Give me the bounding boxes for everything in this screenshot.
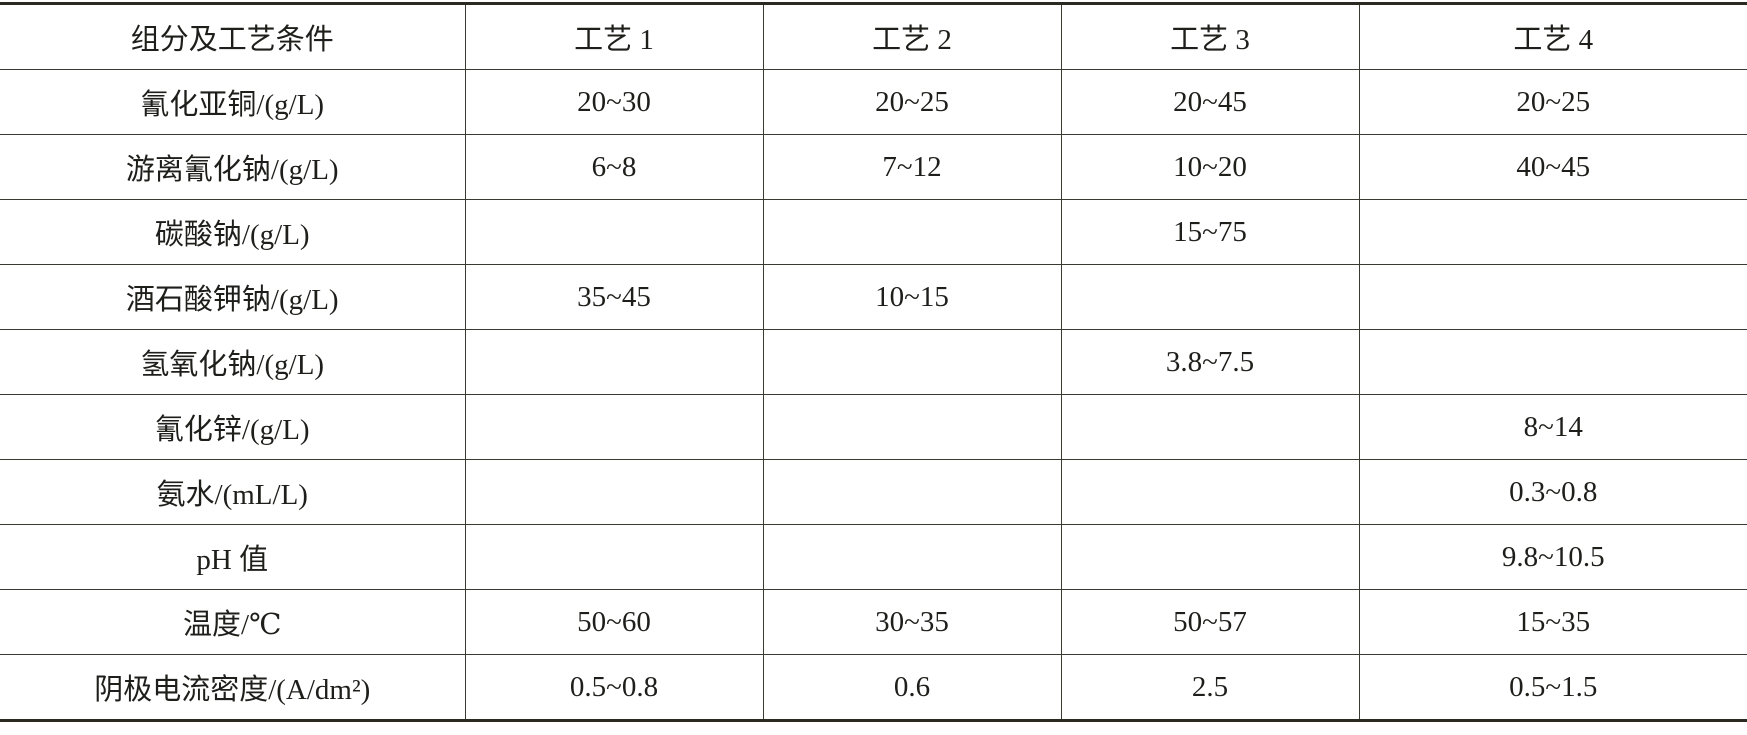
cell: 50~60: [464, 589, 764, 655]
cell: [762, 329, 1062, 395]
table-row: 酒石酸钾钠/(g/L) 35~45 10~15: [0, 264, 1747, 330]
table-row: pH 值 9.8~10.5: [0, 524, 1747, 590]
cell: [464, 459, 764, 525]
cell: [1358, 264, 1747, 330]
cell: [1060, 394, 1360, 460]
row-label: 温度/℃: [0, 589, 466, 655]
cell: 50~57: [1060, 589, 1360, 655]
cell: 0.5~0.8: [464, 654, 764, 722]
row-label: pH 值: [0, 524, 466, 590]
table-row: 氰化亚铜/(g/L) 20~30 20~25 20~45 20~25: [0, 69, 1747, 135]
cell: 0.5~1.5: [1358, 654, 1747, 722]
row-label: 氢氧化钠/(g/L): [0, 329, 466, 395]
header-cell: 组分及工艺条件: [0, 2, 466, 70]
header-cell: 工艺 2: [762, 2, 1062, 70]
cell: [464, 524, 764, 590]
table-row: 温度/℃ 50~60 30~35 50~57 15~35: [0, 589, 1747, 655]
header-row: 组分及工艺条件 工艺 1 工艺 2 工艺 3 工艺 4: [0, 2, 1747, 70]
row-label: 酒石酸钾钠/(g/L): [0, 264, 466, 330]
cell: 7~12: [762, 134, 1062, 200]
cell: 8~14: [1358, 394, 1747, 460]
cell: [1358, 329, 1747, 395]
cell: 0.3~0.8: [1358, 459, 1747, 525]
row-label: 碳酸钠/(g/L): [0, 199, 466, 265]
cell: [464, 329, 764, 395]
table-row: 阴极电流密度/(A/dm²) 0.5~0.8 0.6 2.5 0.5~1.5: [0, 654, 1747, 722]
cell: [762, 524, 1062, 590]
row-label: 阴极电流密度/(A/dm²): [0, 654, 466, 722]
cell: 35~45: [464, 264, 764, 330]
cell: 40~45: [1358, 134, 1747, 200]
cell: 15~35: [1358, 589, 1747, 655]
cell: [1060, 459, 1360, 525]
process-table: 组分及工艺条件 工艺 1 工艺 2 工艺 3 工艺 4 氰化亚铜/(g/L) 20~30 2…: [0, 2, 1747, 722]
cell: [762, 199, 1062, 265]
cell: 9.8~10.5: [1358, 524, 1747, 590]
cell: 2.5: [1060, 654, 1360, 722]
cell: 20~45: [1060, 69, 1360, 135]
table-row: 氰化锌/(g/L) 8~14: [0, 394, 1747, 460]
table-row: 游离氰化钠/(g/L) 6~8 7~12 10~20 40~45: [0, 134, 1747, 200]
header-cell: 工艺 3: [1060, 2, 1360, 70]
cell: 20~25: [1358, 69, 1747, 135]
table-row: 氨水/(mL/L) 0.3~0.8: [0, 459, 1747, 525]
table-row: 氢氧化钠/(g/L) 3.8~7.5: [0, 329, 1747, 395]
cell: 30~35: [762, 589, 1062, 655]
cell: [464, 394, 764, 460]
cell: 15~75: [1060, 199, 1360, 265]
cell: 20~30: [464, 69, 764, 135]
cell: 3.8~7.5: [1060, 329, 1360, 395]
row-label: 氰化亚铜/(g/L): [0, 69, 466, 135]
header-cell: 工艺 1: [464, 2, 764, 70]
row-label: 氨水/(mL/L): [0, 459, 466, 525]
cell: 20~25: [762, 69, 1062, 135]
cell: [762, 394, 1062, 460]
cell: [464, 199, 764, 265]
cell: [1358, 199, 1747, 265]
header-cell: 工艺 4: [1358, 2, 1747, 70]
cell: [1060, 524, 1360, 590]
table-row: 碳酸钠/(g/L) 15~75: [0, 199, 1747, 265]
cell: 10~20: [1060, 134, 1360, 200]
row-label: 氰化锌/(g/L): [0, 394, 466, 460]
cell: [762, 459, 1062, 525]
cell: 0.6: [762, 654, 1062, 722]
cell: [1060, 264, 1360, 330]
row-label: 游离氰化钠/(g/L): [0, 134, 466, 200]
cell: 10~15: [762, 264, 1062, 330]
cell: 6~8: [464, 134, 764, 200]
